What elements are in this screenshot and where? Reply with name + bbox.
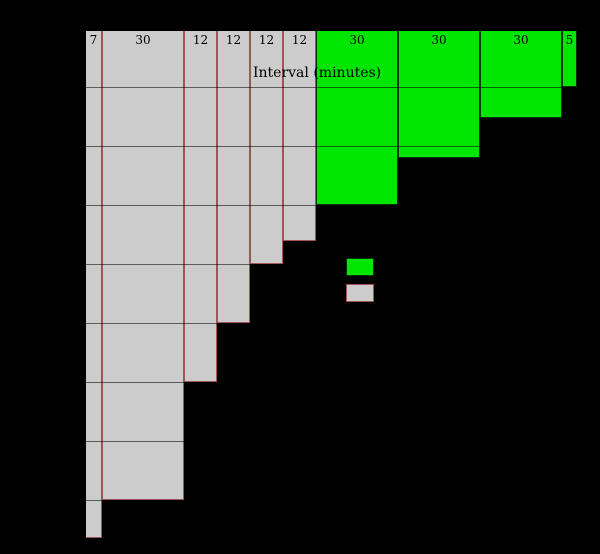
axis-top <box>85 30 580 31</box>
gridline <box>85 382 580 383</box>
bar-label: 30 <box>317 33 397 47</box>
bar-upper: 5 <box>562 30 577 87</box>
bar-lower: 12 <box>283 30 316 241</box>
gridline <box>85 500 580 501</box>
bar-label: 12 <box>251 33 282 47</box>
bar-label: 30 <box>481 33 561 47</box>
axis-left <box>85 30 86 538</box>
bar-label: 30 <box>399 33 479 47</box>
bar-label: 30 <box>103 33 183 47</box>
bar-upper: 30 <box>398 30 480 158</box>
bar-lower: 7 <box>85 30 102 538</box>
bar-label: 12 <box>185 33 216 47</box>
gridline <box>85 441 580 442</box>
bar-label: 12 <box>218 33 249 47</box>
bar-upper: 30 <box>316 30 398 205</box>
x-axis-title: Interval (minutes) <box>253 65 381 81</box>
gridline <box>85 87 580 88</box>
gridline <box>85 205 580 206</box>
bar-lower: 30 <box>102 30 184 500</box>
gridline <box>85 146 580 147</box>
bar-lower: 12 <box>217 30 250 323</box>
gridline <box>85 323 580 324</box>
bar-label: 5 <box>563 33 576 47</box>
bar-label: 12 <box>284 33 315 47</box>
bar-lower: 12 <box>184 30 217 382</box>
bar-label: 7 <box>86 33 101 47</box>
gridline <box>85 264 580 265</box>
legend-swatch-lower <box>346 284 374 302</box>
legend-swatch-upper <box>346 258 374 276</box>
bar-upper: 30 <box>480 30 562 118</box>
